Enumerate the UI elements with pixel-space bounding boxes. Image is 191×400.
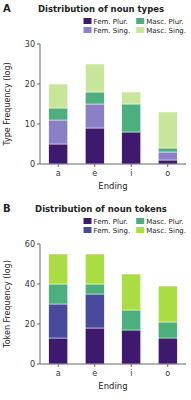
panel: B Distribution of noun tokens 0 20 40 60 a e i o E… — [3, 203, 186, 391]
bar-segment — [158, 152, 177, 160]
bar-segment — [85, 64, 104, 92]
x-tick — [167, 164, 168, 167]
x-tick-label: a — [56, 369, 61, 378]
bar-segment — [49, 254, 68, 284]
x-axis-label: Ending — [98, 181, 127, 191]
legend-item: Masc. Sing. — [136, 27, 186, 35]
legend: Fem. Plur.Fem. Sing. Masc. Plur.Masc. Sin… — [84, 218, 187, 235]
bar-segment — [49, 84, 68, 108]
bars — [49, 64, 177, 164]
title: Distribution of noun tokens — [35, 204, 167, 214]
x-tick — [131, 164, 132, 167]
legend-swatch — [136, 27, 144, 33]
legend-item: Fem. Plur. — [84, 18, 128, 26]
legend-swatch — [84, 227, 92, 233]
x-axis — [40, 164, 186, 165]
x-tick-label: i — [130, 169, 132, 178]
x-tick — [167, 364, 168, 367]
bar-segment — [49, 108, 68, 120]
x-tick — [94, 364, 95, 367]
legend-item: Masc. Plur. — [136, 18, 183, 26]
legend-label: Masc. Sing. — [146, 227, 186, 235]
x-tick-label: o — [165, 169, 170, 178]
legend-label: Fem. Sing. — [94, 27, 131, 35]
legend: Fem. Plur.Fem. Sing. Masc. Plur.Masc. Sin… — [84, 18, 187, 35]
bar-segment — [49, 120, 68, 144]
title: Distribution of noun types — [38, 4, 164, 14]
legend-label: Fem. Plur. — [94, 18, 128, 26]
panel: A Distribution of noun types 0 10 20 30 a e i o En… — [3, 3, 186, 191]
legend-swatch — [136, 218, 144, 224]
legend-item: Fem. Sing. — [84, 227, 131, 235]
bar-segment — [85, 92, 104, 104]
figure: A Distribution of noun types 0 10 20 30 a e i o En… — [0, 0, 191, 400]
bar-segment — [122, 92, 141, 104]
panel-label: A — [3, 3, 11, 14]
legend-swatch — [84, 27, 92, 33]
x-tick — [94, 164, 95, 167]
y-tick-label: 30 — [25, 40, 35, 49]
y-tick-label: 0 — [30, 160, 35, 169]
bar-segment — [122, 104, 141, 132]
bar-segment — [122, 132, 141, 164]
bar-segment — [122, 274, 141, 310]
x-tick-label: e — [92, 369, 97, 378]
bar-segment — [158, 112, 177, 148]
y-tick-label: 40 — [25, 280, 35, 289]
y-axis — [40, 44, 41, 164]
bars — [49, 254, 177, 364]
x-tick-label: i — [130, 369, 132, 378]
bar-segment — [158, 338, 177, 364]
y-tick-label: 60 — [25, 240, 35, 249]
bar-segment — [122, 310, 141, 330]
y-tick-label: 20 — [25, 320, 35, 329]
bar-segment — [49, 144, 68, 164]
legend-swatch — [84, 18, 92, 24]
bar-segment — [158, 286, 177, 322]
bar-segment — [49, 304, 68, 338]
bar-segment — [85, 284, 104, 294]
x-tick — [131, 364, 132, 367]
legend-label: Masc. Plur. — [146, 18, 183, 26]
legend-label: Fem. Plur. — [94, 218, 128, 226]
bar-segment — [85, 128, 104, 164]
bar-segment — [158, 160, 177, 164]
bar-segment — [85, 328, 104, 364]
y-tick-label: 0 — [30, 360, 35, 369]
legend-item: Masc. Sing. — [136, 227, 186, 235]
bar-segment — [85, 294, 104, 328]
x-tick-label: e — [92, 169, 97, 178]
legend-item: Masc. Plur. — [136, 218, 183, 226]
x-tick — [58, 364, 59, 367]
y-axis — [40, 244, 41, 364]
bar-segment — [85, 104, 104, 128]
legend-swatch — [136, 227, 144, 233]
bar-segment — [122, 330, 141, 364]
bar-segment — [49, 284, 68, 304]
x-axis — [40, 364, 186, 365]
bar-segment — [85, 254, 104, 284]
y-axis-label: Token Frequency (log) — [3, 260, 12, 349]
legend-swatch — [136, 18, 144, 24]
panel-label: B — [3, 203, 11, 214]
y-tick-label: 10 — [25, 120, 35, 129]
bar-segment — [49, 338, 68, 364]
bar-segment — [158, 148, 177, 152]
x-tick — [58, 164, 59, 167]
x-tick-label: a — [56, 169, 61, 178]
legend-item: Fem. Plur. — [84, 218, 128, 226]
legend-swatch — [84, 218, 92, 224]
bar-segment — [158, 322, 177, 338]
legend-label: Masc. Sing. — [146, 27, 186, 35]
y-tick-label: 20 — [25, 80, 35, 89]
x-tick-label: o — [165, 369, 170, 378]
x-axis-label: Ending — [98, 381, 127, 391]
legend-item: Fem. Sing. — [84, 27, 131, 35]
legend-label: Fem. Sing. — [94, 227, 131, 235]
legend-label: Masc. Plur. — [146, 218, 183, 226]
y-axis-label: Type Frequency (log) — [3, 62, 12, 146]
